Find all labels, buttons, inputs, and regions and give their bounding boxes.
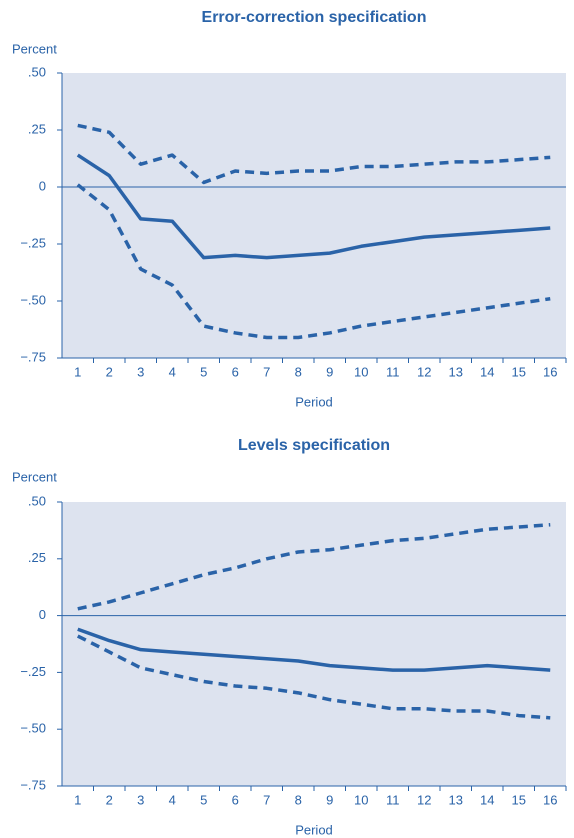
x-tick-label: 5 bbox=[200, 364, 207, 379]
chart-title: Error-correction specification bbox=[202, 9, 427, 26]
x-tick-label: 3 bbox=[137, 792, 144, 807]
x-tick-label: 3 bbox=[137, 364, 144, 379]
y-tick-label: −.50 bbox=[20, 292, 46, 307]
x-tick-label: 12 bbox=[417, 792, 431, 807]
x-tick-label: 8 bbox=[295, 792, 302, 807]
x-tick-label: 16 bbox=[543, 792, 557, 807]
x-tick-label: 9 bbox=[326, 364, 333, 379]
series-line bbox=[76, 153, 551, 260]
y-tick-label: 0 bbox=[39, 607, 46, 622]
x-tick-label: 10 bbox=[354, 792, 368, 807]
plot-area bbox=[62, 502, 566, 786]
x-tick-label: 13 bbox=[449, 792, 463, 807]
series-line bbox=[77, 627, 551, 672]
x-tick-label: 14 bbox=[480, 792, 494, 807]
x-tick-label: 8 bbox=[295, 364, 302, 379]
y-tick-label: −.75 bbox=[20, 777, 46, 792]
y-tick-label: −.25 bbox=[20, 664, 46, 679]
x-tick-label: 2 bbox=[106, 364, 113, 379]
y-tick-label: −.75 bbox=[20, 349, 46, 364]
y-tick-label: .50 bbox=[28, 64, 46, 79]
x-tick-label: 4 bbox=[169, 792, 176, 807]
x-tick-label: 9 bbox=[326, 792, 333, 807]
y-tick-label: −.25 bbox=[20, 235, 46, 250]
x-tick-label: 13 bbox=[449, 364, 463, 379]
series-line bbox=[77, 123, 551, 185]
y-tick-label: .50 bbox=[28, 493, 46, 508]
x-tick-label: 1 bbox=[74, 364, 81, 379]
y-tick-label: −.50 bbox=[20, 721, 46, 736]
x-tick-label: 11 bbox=[386, 792, 400, 807]
x-tick-label: 7 bbox=[263, 364, 270, 379]
series-line bbox=[76, 183, 551, 340]
y-axis-label: Percent bbox=[12, 469, 57, 484]
x-axis-label: Period bbox=[295, 822, 333, 837]
x-tick-label: 11 bbox=[386, 364, 400, 379]
y-tick-label: 0 bbox=[39, 178, 46, 193]
x-tick-label: 2 bbox=[106, 792, 113, 807]
series-line bbox=[77, 522, 551, 611]
x-tick-label: 6 bbox=[232, 792, 239, 807]
x-tick-label: 16 bbox=[543, 364, 557, 379]
x-tick-label: 15 bbox=[512, 364, 526, 379]
x-tick-label: 4 bbox=[169, 364, 176, 379]
y-axis-label: Percent bbox=[12, 41, 57, 56]
y-tick-label: .25 bbox=[28, 121, 46, 136]
series-line bbox=[76, 634, 551, 720]
x-tick-label: 10 bbox=[354, 364, 368, 379]
x-tick-label: 15 bbox=[512, 792, 526, 807]
plot-area bbox=[62, 73, 566, 358]
y-tick-label: .25 bbox=[28, 550, 46, 565]
chart-title: Levels specification bbox=[238, 437, 390, 454]
x-tick-label: 12 bbox=[417, 364, 431, 379]
x-tick-label: 14 bbox=[480, 364, 494, 379]
x-tick-label: 6 bbox=[232, 364, 239, 379]
x-tick-label: 1 bbox=[74, 792, 81, 807]
x-tick-label: 7 bbox=[263, 792, 270, 807]
x-axis-label: Period bbox=[295, 394, 333, 409]
x-tick-label: 5 bbox=[200, 792, 207, 807]
